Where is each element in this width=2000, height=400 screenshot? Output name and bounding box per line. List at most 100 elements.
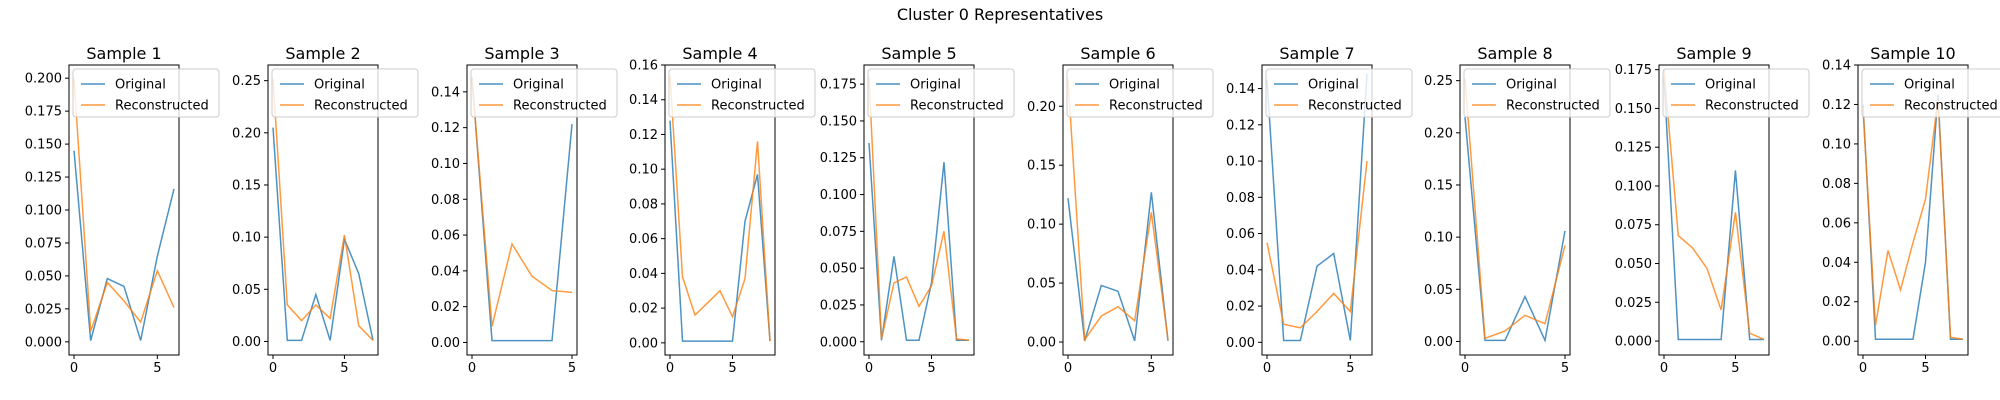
- y-tick-label: 0.10: [1424, 231, 1453, 246]
- legend-label-original: Original: [1109, 78, 1160, 93]
- y-tick-label: 0.00: [1424, 335, 1453, 350]
- y-tick-label: 0.100: [1615, 179, 1652, 194]
- series-line-original: [73, 150, 175, 341]
- series-line-reconstructed: [1266, 160, 1368, 329]
- subplot-1: Sample 1 0.000 0.025 0.050 0.075 0.100 0.125 0.…: [25, 44, 220, 376]
- legend: Original Reconstructed: [271, 68, 419, 118]
- legend-box: [1861, 68, 2000, 118]
- series-line-reconstructed: [272, 78, 374, 341]
- subplot-title: Sample 6: [1080, 44, 1155, 63]
- y-tick-label: 0.00: [1822, 335, 1851, 350]
- axes-frame: [267, 64, 379, 356]
- y-tick-label: 0.12: [431, 121, 460, 136]
- series-line-original: [272, 127, 374, 342]
- y-tick-label: 0.075: [25, 236, 62, 251]
- y-tick-label: 0.10: [232, 231, 261, 246]
- x-tick-label: 5: [927, 361, 935, 376]
- subplot-5: Sample 5 0.000 0.025 0.050 0.075 0.100 0.125 0.…: [820, 44, 1015, 376]
- subplot-7: Sample 7 0.00 0.02 0.04 0.06 0.08 0.10 0.12 0.14…: [1226, 44, 1413, 376]
- legend: Original Reconstructed: [1861, 68, 2000, 118]
- legend: Original Reconstructed: [470, 68, 618, 118]
- y-tick-label: 0.100: [820, 188, 857, 203]
- legend-label-original: Original: [711, 78, 762, 93]
- y-tick-label: 0.150: [1615, 102, 1652, 117]
- y-tick-label: 0.15: [1027, 159, 1056, 174]
- legend-label-original: Original: [513, 78, 564, 93]
- y-tick-label: 0.14: [431, 85, 460, 100]
- x-tick-label: 5: [1147, 361, 1155, 376]
- subplot-8: Sample 8 0.00 0.05 0.10 0.15 0.20 0.25 0 5 Origin…: [1424, 44, 1611, 376]
- y-tick-label: 0.10: [1822, 137, 1851, 152]
- legend: Original Reconstructed: [1463, 68, 1611, 118]
- x-tick-label: 0: [666, 361, 674, 376]
- legend-label-reconstructed: Reconstructed: [1109, 99, 1203, 114]
- series-line-reconstructed: [1862, 98, 1964, 340]
- y-tick-label: 0.025: [1615, 296, 1652, 311]
- y-tick-label: 0.14: [1226, 82, 1255, 97]
- axes-frame: [1658, 64, 1770, 356]
- legend-box: [271, 68, 419, 118]
- y-tick-label: 0.08: [629, 197, 658, 212]
- y-tick-label: 0.06: [1226, 227, 1255, 242]
- y-tick-label: 0.000: [25, 335, 62, 350]
- y-tick-label: 0.125: [1615, 141, 1652, 156]
- y-tick-label: 0.10: [629, 163, 658, 178]
- legend-label-reconstructed: Reconstructed: [711, 99, 805, 114]
- series-line-reconstructed: [1464, 78, 1566, 340]
- y-tick-label: 0.06: [1822, 216, 1851, 231]
- y-tick-label: 0.025: [820, 298, 857, 313]
- legend: Original Reconstructed: [867, 68, 1015, 118]
- y-tick-label: 0.12: [629, 128, 658, 143]
- y-tick-label: 0.000: [1615, 335, 1652, 350]
- y-tick-label: 0.06: [629, 232, 658, 247]
- y-tick-label: 0.125: [820, 151, 857, 166]
- legend-label-original: Original: [1308, 78, 1359, 93]
- subplot-3: Sample 3 0.00 0.02 0.04 0.06 0.08 0.10 0.12 0.14…: [431, 44, 618, 376]
- y-tick-label: 0.14: [629, 93, 658, 108]
- axes-frame: [1857, 64, 1969, 356]
- series-line-reconstructed: [1663, 69, 1765, 341]
- y-tick-label: 0.000: [820, 335, 857, 350]
- legend-box: [1265, 68, 1413, 118]
- y-tick-label: 0.20: [1424, 126, 1453, 141]
- axes-frame: [1261, 64, 1373, 356]
- y-tick-label: 0.12: [1226, 118, 1255, 133]
- y-tick-label: 0.150: [820, 114, 857, 129]
- legend-label-reconstructed: Reconstructed: [314, 99, 408, 114]
- y-tick-label: 0.20: [1027, 100, 1056, 115]
- series-line-reconstructed: [471, 79, 573, 327]
- legend-box: [867, 68, 1015, 118]
- x-tick-label: 0: [1064, 361, 1072, 376]
- legend-box: [1463, 68, 1611, 118]
- y-tick-label: 0.00: [431, 336, 460, 351]
- subplot-4: Sample 4 0.00 0.02 0.04 0.06 0.08 0.10 0.12 0.14…: [629, 44, 816, 376]
- subplot-title: Sample 5: [881, 44, 956, 63]
- y-tick-label: 0.050: [25, 269, 62, 284]
- y-tick-label: 0.200: [25, 72, 62, 87]
- legend-label-reconstructed: Reconstructed: [1705, 99, 1799, 114]
- y-tick-label: 0.16: [629, 59, 658, 74]
- legend-label-original: Original: [1506, 78, 1557, 93]
- legend-label-original: Original: [1705, 78, 1756, 93]
- y-tick-label: 0.00: [232, 335, 261, 350]
- axes-frame: [1459, 64, 1571, 356]
- y-tick-label: 0.25: [232, 74, 261, 89]
- y-tick-label: 0.050: [820, 262, 857, 277]
- x-tick-label: 5: [153, 361, 161, 376]
- x-tick-label: 5: [1561, 361, 1569, 376]
- x-tick-label: 5: [568, 361, 576, 376]
- x-tick-label: 5: [1731, 361, 1739, 376]
- y-tick-label: 0.10: [1226, 155, 1255, 170]
- y-tick-label: 0.10: [431, 157, 460, 172]
- y-tick-label: 0.175: [25, 105, 62, 120]
- y-tick-label: 0.150: [25, 138, 62, 153]
- x-tick-label: 5: [1921, 361, 1929, 376]
- legend: Original Reconstructed: [1066, 68, 1214, 118]
- y-tick-label: 0.075: [820, 225, 857, 240]
- x-tick-label: 5: [728, 361, 736, 376]
- x-tick-label: 0: [269, 361, 277, 376]
- subplot-title: Sample 9: [1676, 44, 1751, 63]
- subplot-6: Sample 6 0.00 0.05 0.10 0.15 0.20 0 5 Original Re…: [1027, 44, 1214, 376]
- y-tick-label: 0.25: [1424, 74, 1453, 89]
